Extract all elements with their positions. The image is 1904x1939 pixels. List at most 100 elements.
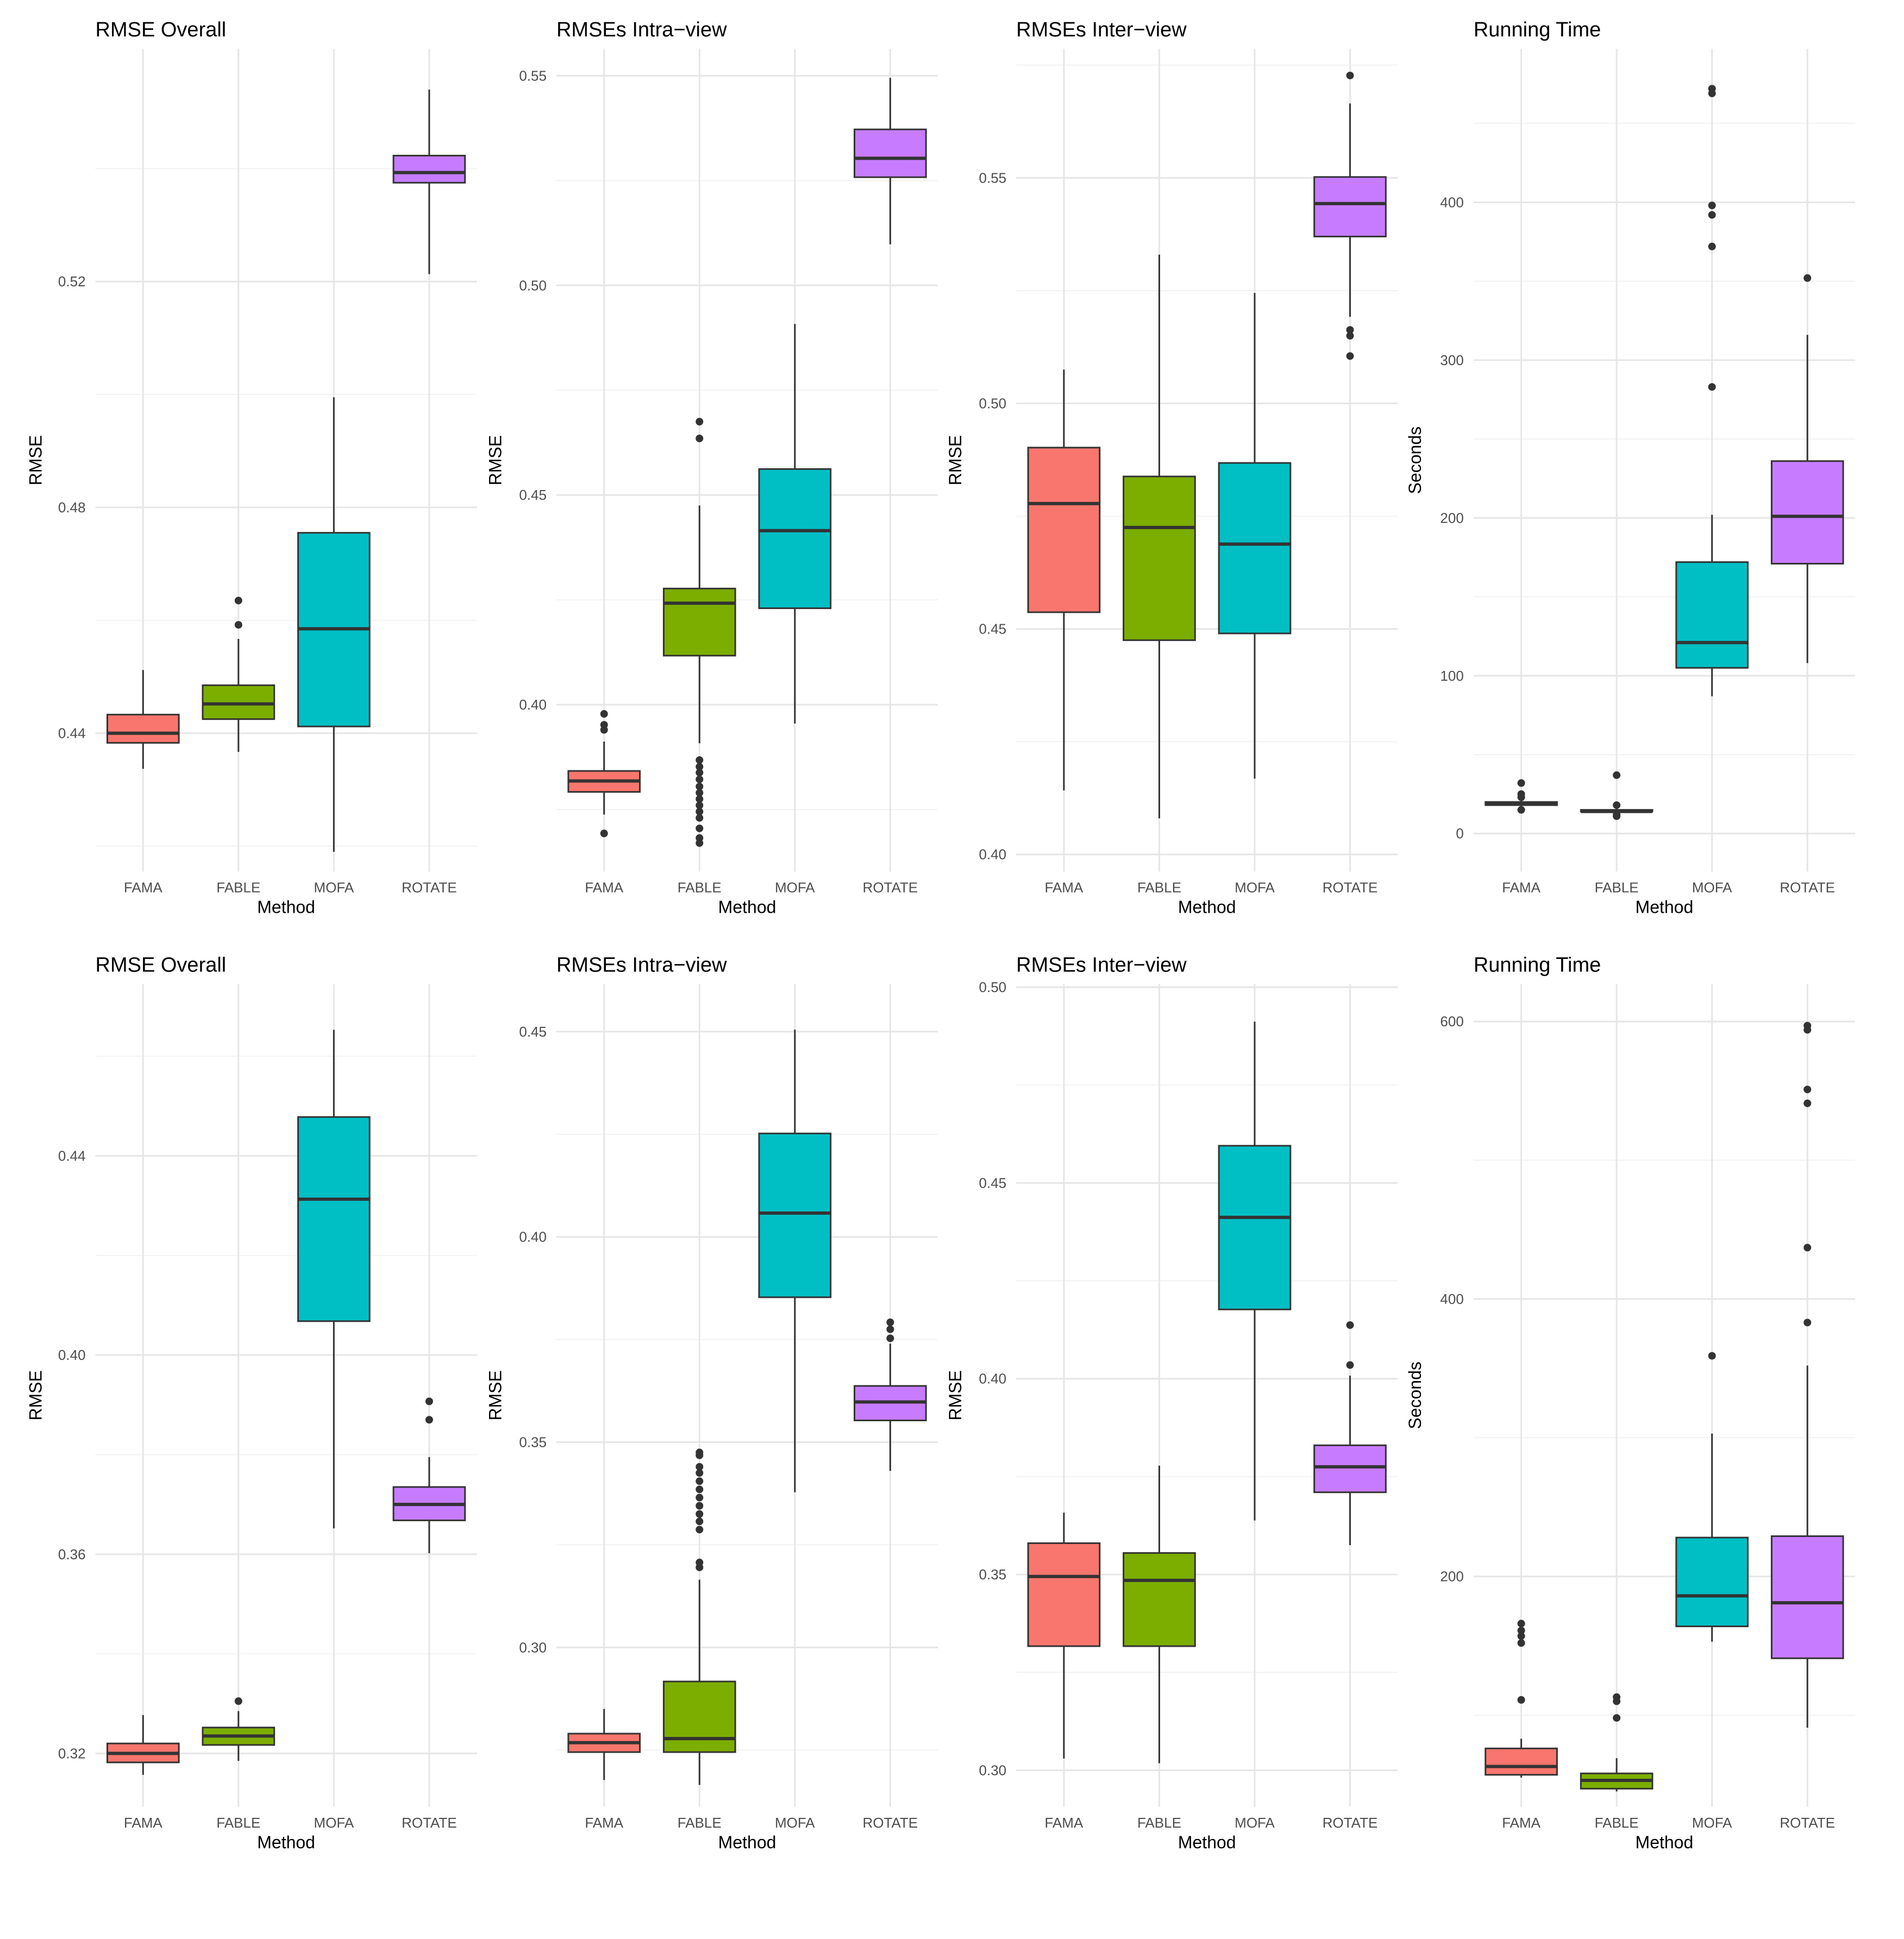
box-iqr [297,1116,371,1322]
y-tick-label: 0.50 [519,277,547,293]
y-axis-title: RMSE [486,435,505,485]
x-axis-title: Method [1178,898,1236,917]
y-tick-label: 100 [1440,668,1463,684]
outlier-point [1613,801,1621,809]
y-tick-label: 0.35 [519,1434,547,1451]
outlier-point [1346,326,1354,334]
outlier-point [696,801,704,810]
outlier-point [886,1325,894,1333]
box-fable [662,418,736,847]
box-iqr [854,128,927,178]
box-fable [202,597,275,752]
box-fama [106,1715,180,1775]
outlier-point [1708,242,1716,250]
box-rotate [392,89,466,274]
panel-title: RMSE Overall [96,953,227,976]
outlier-point [696,789,704,797]
box-iqr [202,684,275,720]
panel-title: Running Time [1474,953,1601,976]
box-fable [1580,1693,1654,1792]
x-tick-label: FABLE [1595,880,1639,896]
box-fable [662,1448,736,1785]
x-tick-label: FABLE [1595,1815,1639,1831]
outlier-point [696,434,704,442]
outlier-point [696,418,704,426]
box-mofa [1675,1352,1749,1642]
box-iqr [392,154,466,184]
box-fable [1123,254,1196,819]
box-mofa [297,397,371,852]
panel-1: 0.44 0.48 0.52 FAMA FABLE MOFA ROTATE RMSE Over… [26,18,477,917]
x-tick-label: ROTATE [1323,880,1378,896]
outlier-point [696,775,704,783]
y-tick-label: 0.40 [519,1229,547,1245]
x-tick-label: FAMA [1045,880,1083,896]
outlier-point [1517,1627,1525,1635]
y-tick-label: 0.45 [979,1175,1007,1191]
y-axis-title: RMSE [945,1370,965,1420]
outlier-point [1803,1244,1812,1252]
y-tick-label: 0.52 [58,273,86,290]
outlier-point [696,1485,704,1494]
outlier-point [1708,211,1716,219]
y-tick-label: 0.40 [979,846,1007,863]
x-tick-label: MOFA [1235,880,1275,896]
outlier-point [696,1502,704,1510]
y-tick-label: 0.50 [979,396,1007,412]
box-fama [567,710,641,838]
panel-5: 0.32 0.36 0.40 0.44 FAMA FABLE MOFA ROTATE RMSE … [26,953,477,1852]
x-tick-label: ROTATE [402,1815,457,1831]
box-fama [1027,1513,1101,1759]
outlier-point [1346,352,1354,360]
outlier-point [886,1318,894,1326]
x-axis-title: Method [1178,1833,1236,1852]
box-iqr [1770,1535,1844,1659]
outlier-point [1803,1319,1812,1327]
outlier-point [696,807,704,815]
x-axis-title: Method [257,1833,315,1852]
panel-title: RMSEs Intra−view [556,18,727,41]
y-tick-label: 0.40 [979,1371,1007,1387]
outlier-point [1346,331,1354,340]
y-tick-label: 0 [1456,825,1463,842]
box-fable [202,1697,275,1761]
outlier-point [1517,1639,1525,1647]
x-tick-label: FAMA [124,880,162,896]
outlier-point [696,1448,704,1457]
y-tick-label: 400 [1440,194,1463,210]
x-tick-label: ROTATE [863,880,918,896]
y-tick-label: 0.48 [58,499,86,516]
box-iqr [1123,475,1196,641]
box-iqr [1027,447,1101,613]
box-rotate [854,78,927,244]
outlier-point [600,830,608,838]
outlier-point [234,597,242,605]
box-mofa [1675,85,1749,696]
x-tick-label: MOFA [1692,1815,1732,1831]
x-axis-title: Method [718,898,776,917]
panel-2: 0.40 0.45 0.50 0.55 FAMA FABLE MOFA ROTATE RMSEs… [486,18,938,917]
box-iqr [1313,176,1387,237]
outlier-point [696,763,704,771]
y-tick-label: 0.36 [58,1546,86,1563]
x-tick-label: FAMA [1502,880,1540,896]
x-tick-label: MOFA [314,880,354,896]
panel-title: RMSE Overall [96,18,227,41]
panel-4: 0 100 200 300 400 FAMA FABLE MOFA ROTATE Running … [1405,18,1855,917]
outlier-point [234,1697,242,1705]
outlier-point [696,1469,704,1477]
x-tick-label: MOFA [314,1815,354,1831]
outlier-point [696,1494,704,1502]
outlier-point [1803,274,1812,282]
outlier-point [1613,771,1621,779]
box-iqr [1675,561,1749,669]
outlier-point [234,621,242,629]
box-mofa [297,1030,371,1529]
x-tick-label: FABLE [678,1815,722,1831]
x-tick-label: ROTATE [402,880,457,896]
outlier-point [1708,85,1716,93]
outlier-point [696,1463,704,1471]
x-axis-title: Method [257,898,315,917]
box-mofa [758,324,832,724]
